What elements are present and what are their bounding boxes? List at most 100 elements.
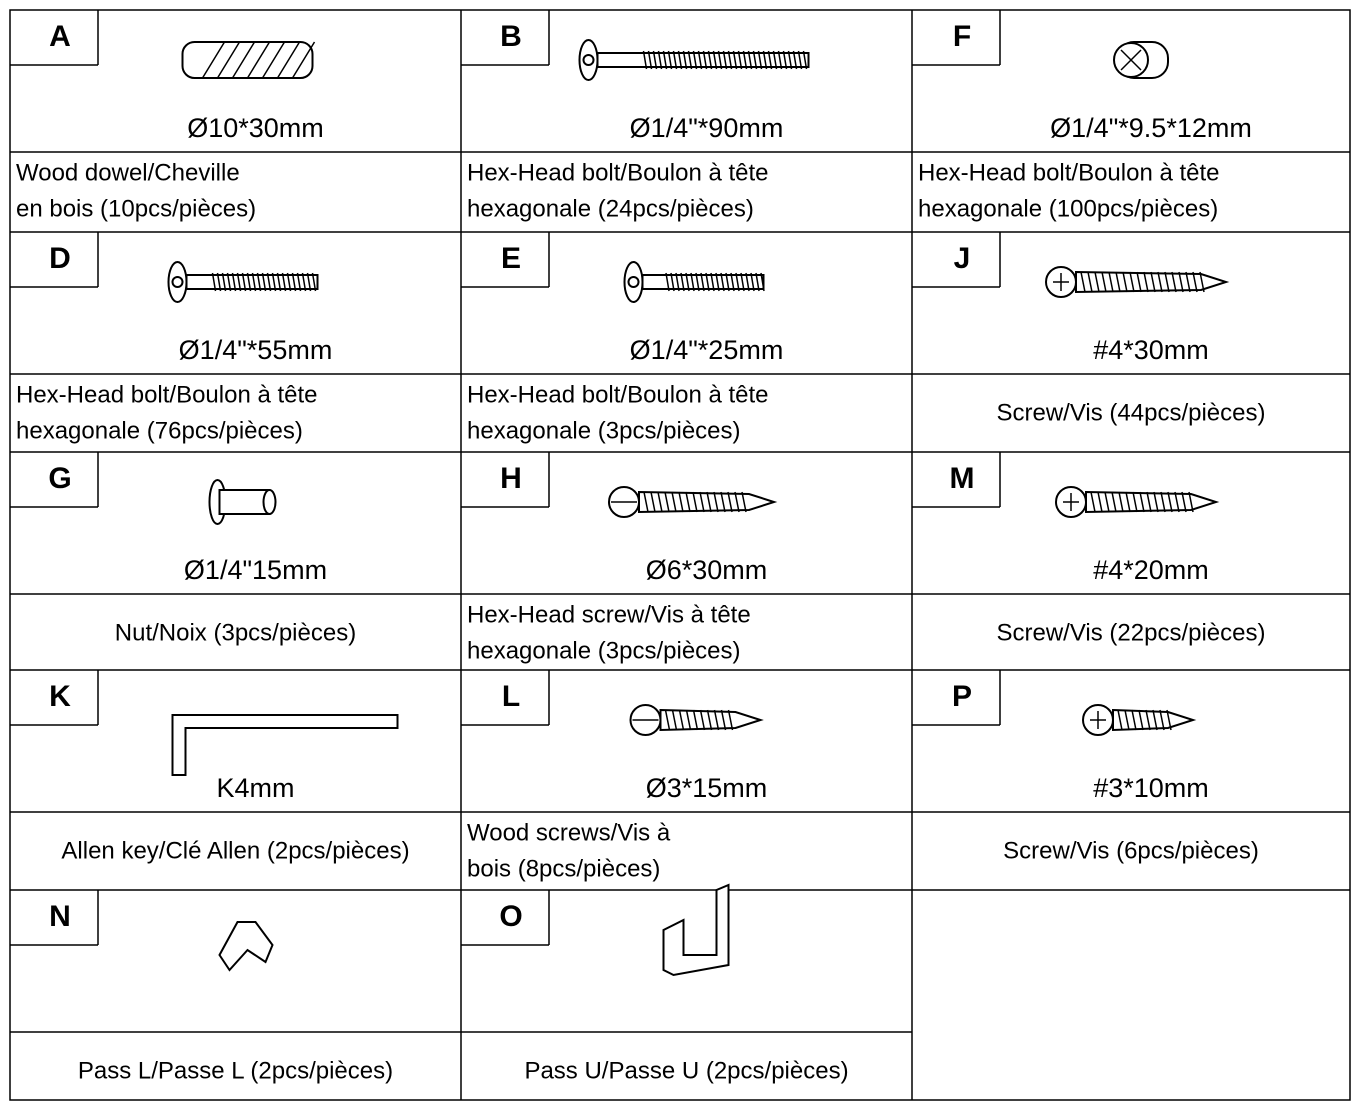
thread xyxy=(281,272,287,292)
thread xyxy=(687,50,693,70)
part-description: Screw/Vis (6pcs/pièces) xyxy=(1003,837,1259,864)
bolt-icon xyxy=(167,261,319,303)
groove xyxy=(216,41,241,79)
thread xyxy=(1185,271,1191,293)
thread xyxy=(664,709,671,731)
part-description: Wood screws/Vis à xyxy=(467,819,671,846)
part-letter: A xyxy=(49,20,71,53)
shank xyxy=(596,52,810,68)
thread xyxy=(251,272,257,292)
thread xyxy=(1160,491,1166,513)
thread xyxy=(772,50,778,70)
thread xyxy=(1111,491,1117,513)
groove xyxy=(291,41,316,79)
thread xyxy=(706,709,713,731)
thread xyxy=(311,272,317,292)
part-letter: H xyxy=(500,462,522,495)
part-description: hexagonale (3pcs/pièces) xyxy=(467,417,741,444)
thread xyxy=(672,50,678,70)
thread xyxy=(1157,271,1163,293)
thread xyxy=(797,50,803,70)
thread xyxy=(271,272,277,292)
thread xyxy=(725,272,730,292)
nut-icon xyxy=(208,479,277,525)
thread xyxy=(767,50,773,70)
thread xyxy=(722,50,728,70)
part-letter: D xyxy=(49,242,71,275)
part-size: Ø6*30mm xyxy=(646,555,768,585)
thread xyxy=(226,272,232,292)
thread xyxy=(657,50,663,70)
thread xyxy=(1174,491,1180,513)
thread xyxy=(727,709,734,731)
thread xyxy=(1080,271,1086,293)
thread xyxy=(741,491,747,513)
thread xyxy=(1117,709,1123,731)
body xyxy=(659,708,764,732)
thread xyxy=(236,272,242,292)
part-letter: M xyxy=(950,462,975,495)
thread xyxy=(1124,709,1130,731)
part-description: Hex-Head bolt/Boulon à tête xyxy=(918,159,1220,186)
thread xyxy=(657,491,663,513)
thread xyxy=(740,272,745,292)
thread xyxy=(665,272,670,292)
part-size: Ø1/4"*25mm xyxy=(630,335,784,365)
part-description: hexagonale (3pcs/pièces) xyxy=(467,637,741,664)
bracket-l-icon xyxy=(218,921,274,972)
thread xyxy=(1143,271,1149,293)
thread xyxy=(706,491,712,513)
thread xyxy=(712,50,718,70)
thread xyxy=(216,272,222,292)
thread xyxy=(735,272,740,292)
thread xyxy=(211,272,217,292)
part-description: hexagonale (24pcs/pièces) xyxy=(467,195,754,222)
part-size: Ø1/4"*9.5*12mm xyxy=(1050,113,1252,143)
thread xyxy=(690,272,695,292)
part-description: Allen key/Clé Allen (2pcs/pièces) xyxy=(61,837,409,864)
part-size: Ø10*30mm xyxy=(187,113,324,143)
thread xyxy=(1188,491,1194,513)
cam-icon xyxy=(1113,41,1169,79)
groove xyxy=(261,41,286,79)
thread xyxy=(664,491,670,513)
part-description: en bois (10pcs/pièces) xyxy=(16,195,256,222)
thread xyxy=(662,50,668,70)
thread xyxy=(678,491,684,513)
thread xyxy=(1108,271,1114,293)
thread xyxy=(301,272,307,292)
thread xyxy=(713,491,719,513)
hex xyxy=(171,276,184,288)
hex xyxy=(627,276,640,288)
thread xyxy=(1104,491,1110,513)
part-description: Wood dowel/Cheville xyxy=(16,159,240,186)
thread xyxy=(720,709,727,731)
part-description: Hex-Head bolt/Boulon à tête xyxy=(467,381,769,408)
part-description: hexagonale (100pcs/pièces) xyxy=(918,195,1218,222)
thread xyxy=(1192,271,1198,293)
thread xyxy=(266,272,272,292)
thread xyxy=(671,491,677,513)
thread xyxy=(682,50,688,70)
thread xyxy=(1178,271,1184,293)
key-icon xyxy=(171,714,399,776)
thread xyxy=(700,272,705,292)
thread xyxy=(710,272,715,292)
screw-icon xyxy=(1045,266,1230,298)
part-size: Ø1/4"*90mm xyxy=(630,113,784,143)
thread xyxy=(727,491,733,513)
thread xyxy=(1118,491,1124,513)
thread xyxy=(715,272,720,292)
thread xyxy=(1097,491,1103,513)
thread xyxy=(1115,271,1121,293)
thread xyxy=(680,272,685,292)
thread xyxy=(742,50,748,70)
part-description: bois (8pcs/pièces) xyxy=(467,855,660,882)
thread xyxy=(760,272,765,292)
part-description: Screw/Vis (44pcs/pièces) xyxy=(997,399,1266,426)
thread xyxy=(734,491,740,513)
thread xyxy=(685,272,690,292)
part-letter: L xyxy=(502,680,520,713)
part-description: Pass U/Passe U (2pcs/pièces) xyxy=(524,1057,848,1084)
thread xyxy=(685,709,692,731)
